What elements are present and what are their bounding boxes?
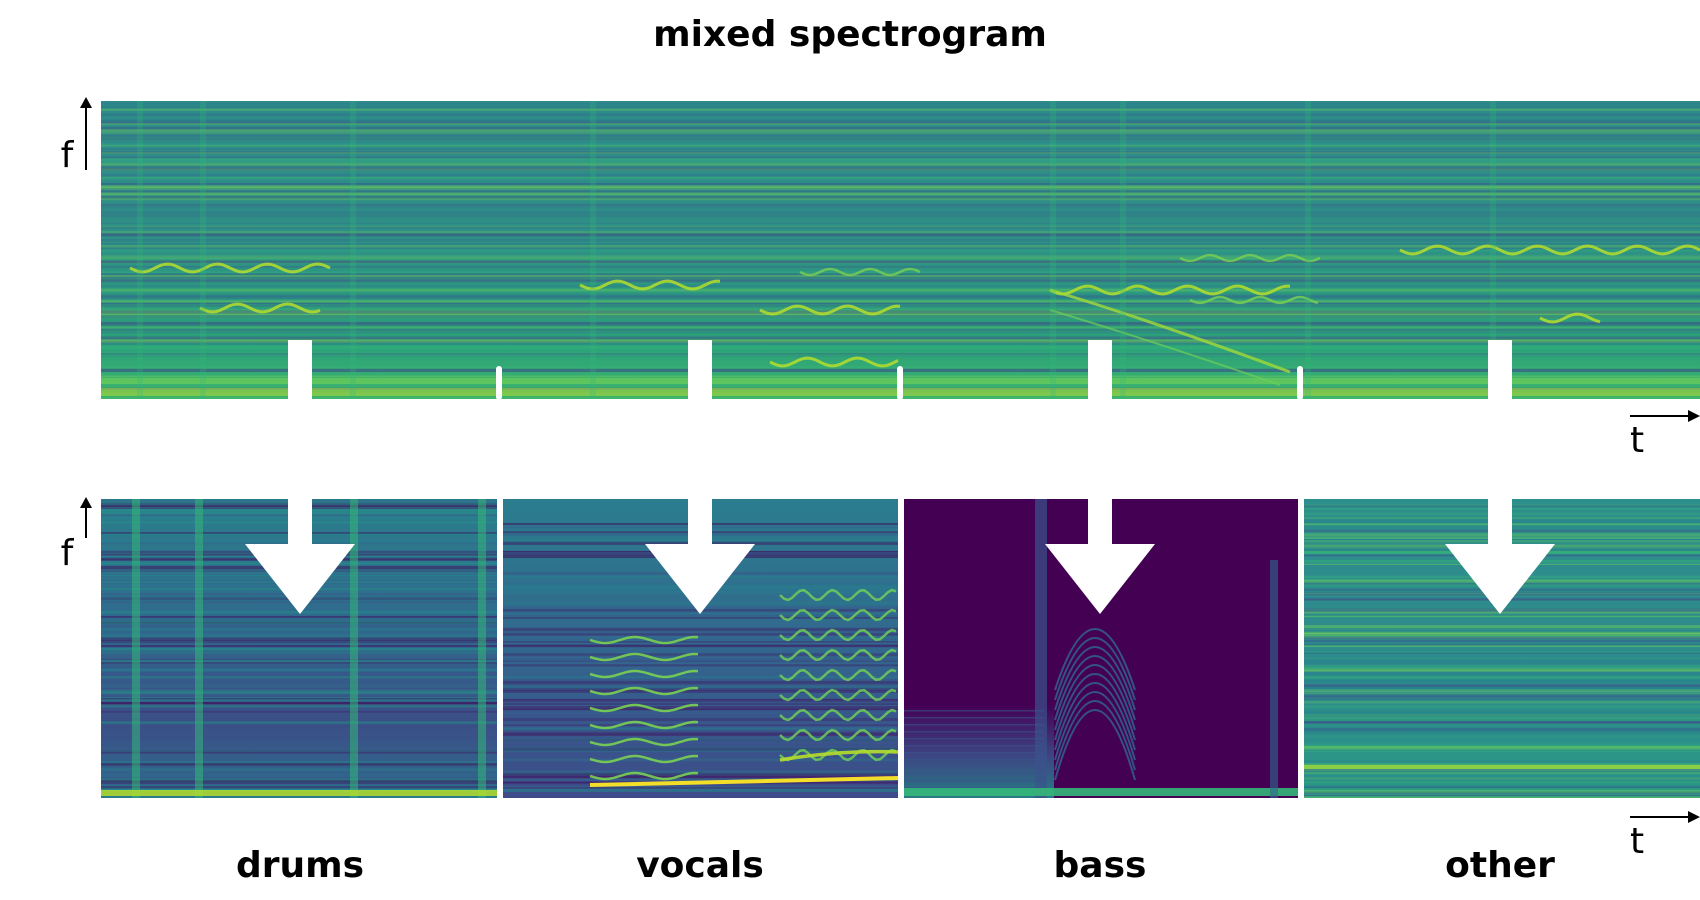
arrow-drums	[245, 340, 355, 614]
arrow-vocals	[645, 340, 755, 614]
arrow-bass	[1045, 340, 1155, 614]
mixed-frequency-axis: f	[61, 97, 92, 176]
separator-tick-3	[1297, 366, 1303, 400]
source-label-other: other	[1445, 845, 1555, 886]
mixed-spectrogram	[101, 101, 1700, 399]
drums-spectrogram	[101, 499, 497, 798]
arrow-other	[1445, 340, 1555, 614]
mixed-time-axis: t	[1630, 410, 1700, 461]
separated-frequency-axis: f	[61, 497, 92, 574]
diagram-title: mixed spectrogram	[653, 14, 1047, 55]
separated-time-label: t	[1630, 821, 1644, 862]
separator-tick-2	[897, 366, 903, 400]
source-label-vocals: vocals	[636, 845, 764, 886]
mixed-frequency-label: f	[61, 135, 75, 176]
mixed-time-label: t	[1630, 420, 1644, 461]
source-label-bass: bass	[1054, 845, 1147, 886]
separated-frequency-label: f	[61, 533, 75, 574]
separated-time-axis: t	[1630, 811, 1700, 862]
source-label-drums: drums	[236, 845, 364, 886]
separator-tick-1	[496, 366, 502, 400]
